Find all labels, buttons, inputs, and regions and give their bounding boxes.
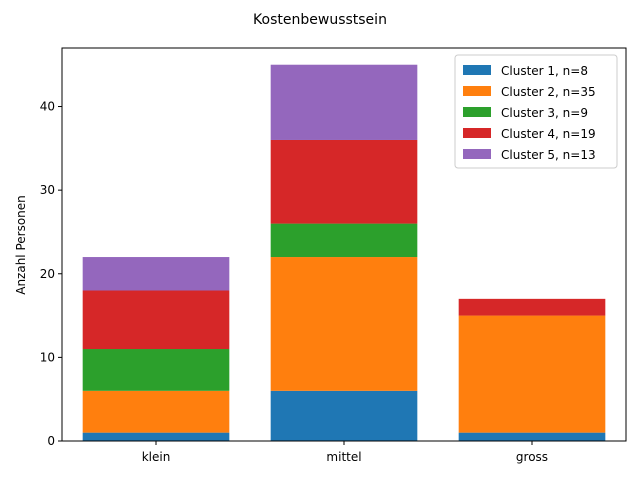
axes-layer: 0 10 20 30 40 klein mittel gross — [40, 47, 627, 464]
y-tick-label: 0 — [47, 434, 55, 448]
bar-klein-series-1 — [82, 432, 230, 441]
legend-label-series-4: Cluster 4, n=19 — [501, 127, 596, 141]
legend-label-series-3: Cluster 3, n=9 — [501, 106, 588, 120]
legend-swatch-series-3 — [463, 107, 491, 117]
bar-klein-series-2 — [82, 390, 230, 433]
legend-label-series-5: Cluster 5, n=13 — [501, 148, 596, 162]
legend-swatch-series-1 — [463, 65, 491, 75]
y-tick-label: 40 — [40, 100, 55, 114]
bar-gross-series-1 — [458, 432, 606, 441]
bar-klein-series-3 — [82, 349, 230, 391]
legend-label-series-2: Cluster 2, n=35 — [501, 85, 596, 99]
bar-klein-series-4 — [82, 290, 230, 350]
bar-klein-series-5 — [82, 257, 230, 291]
legend-box — [454, 54, 618, 169]
bar-mittel-series-5 — [270, 64, 418, 140]
x-tick-label-mittel: mittel — [326, 450, 361, 464]
legend: Cluster 1, n=8 Cluster 2, n=35 Cluster 3, … — [454, 54, 618, 169]
bar-mittel-series-2 — [270, 257, 418, 391]
bar-mittel-series-1 — [270, 390, 418, 441]
y-tick-label: 30 — [40, 183, 55, 197]
bars-layer — [82, 64, 606, 441]
x-tick-label-gross: gross — [516, 450, 548, 464]
legend-label-series-1: Cluster 1, n=8 — [501, 64, 588, 78]
chart-title: Kostenbewusstsein — [253, 12, 387, 28]
bar-gross-series-4 — [458, 298, 606, 316]
y-axis-label: Anzahl Personen — [14, 195, 28, 295]
legend-swatch-series-5 — [463, 149, 491, 159]
bar-mittel-series-4 — [270, 139, 418, 224]
x-tick-label-klein: klein — [142, 450, 171, 464]
bar-gross-series-2 — [458, 315, 606, 433]
legend-swatch-series-4 — [463, 128, 491, 138]
y-tick-label: 10 — [40, 350, 55, 364]
y-tick-label: 20 — [40, 267, 55, 281]
bar-mittel-series-3 — [270, 223, 418, 258]
legend-swatch-series-2 — [463, 86, 491, 96]
